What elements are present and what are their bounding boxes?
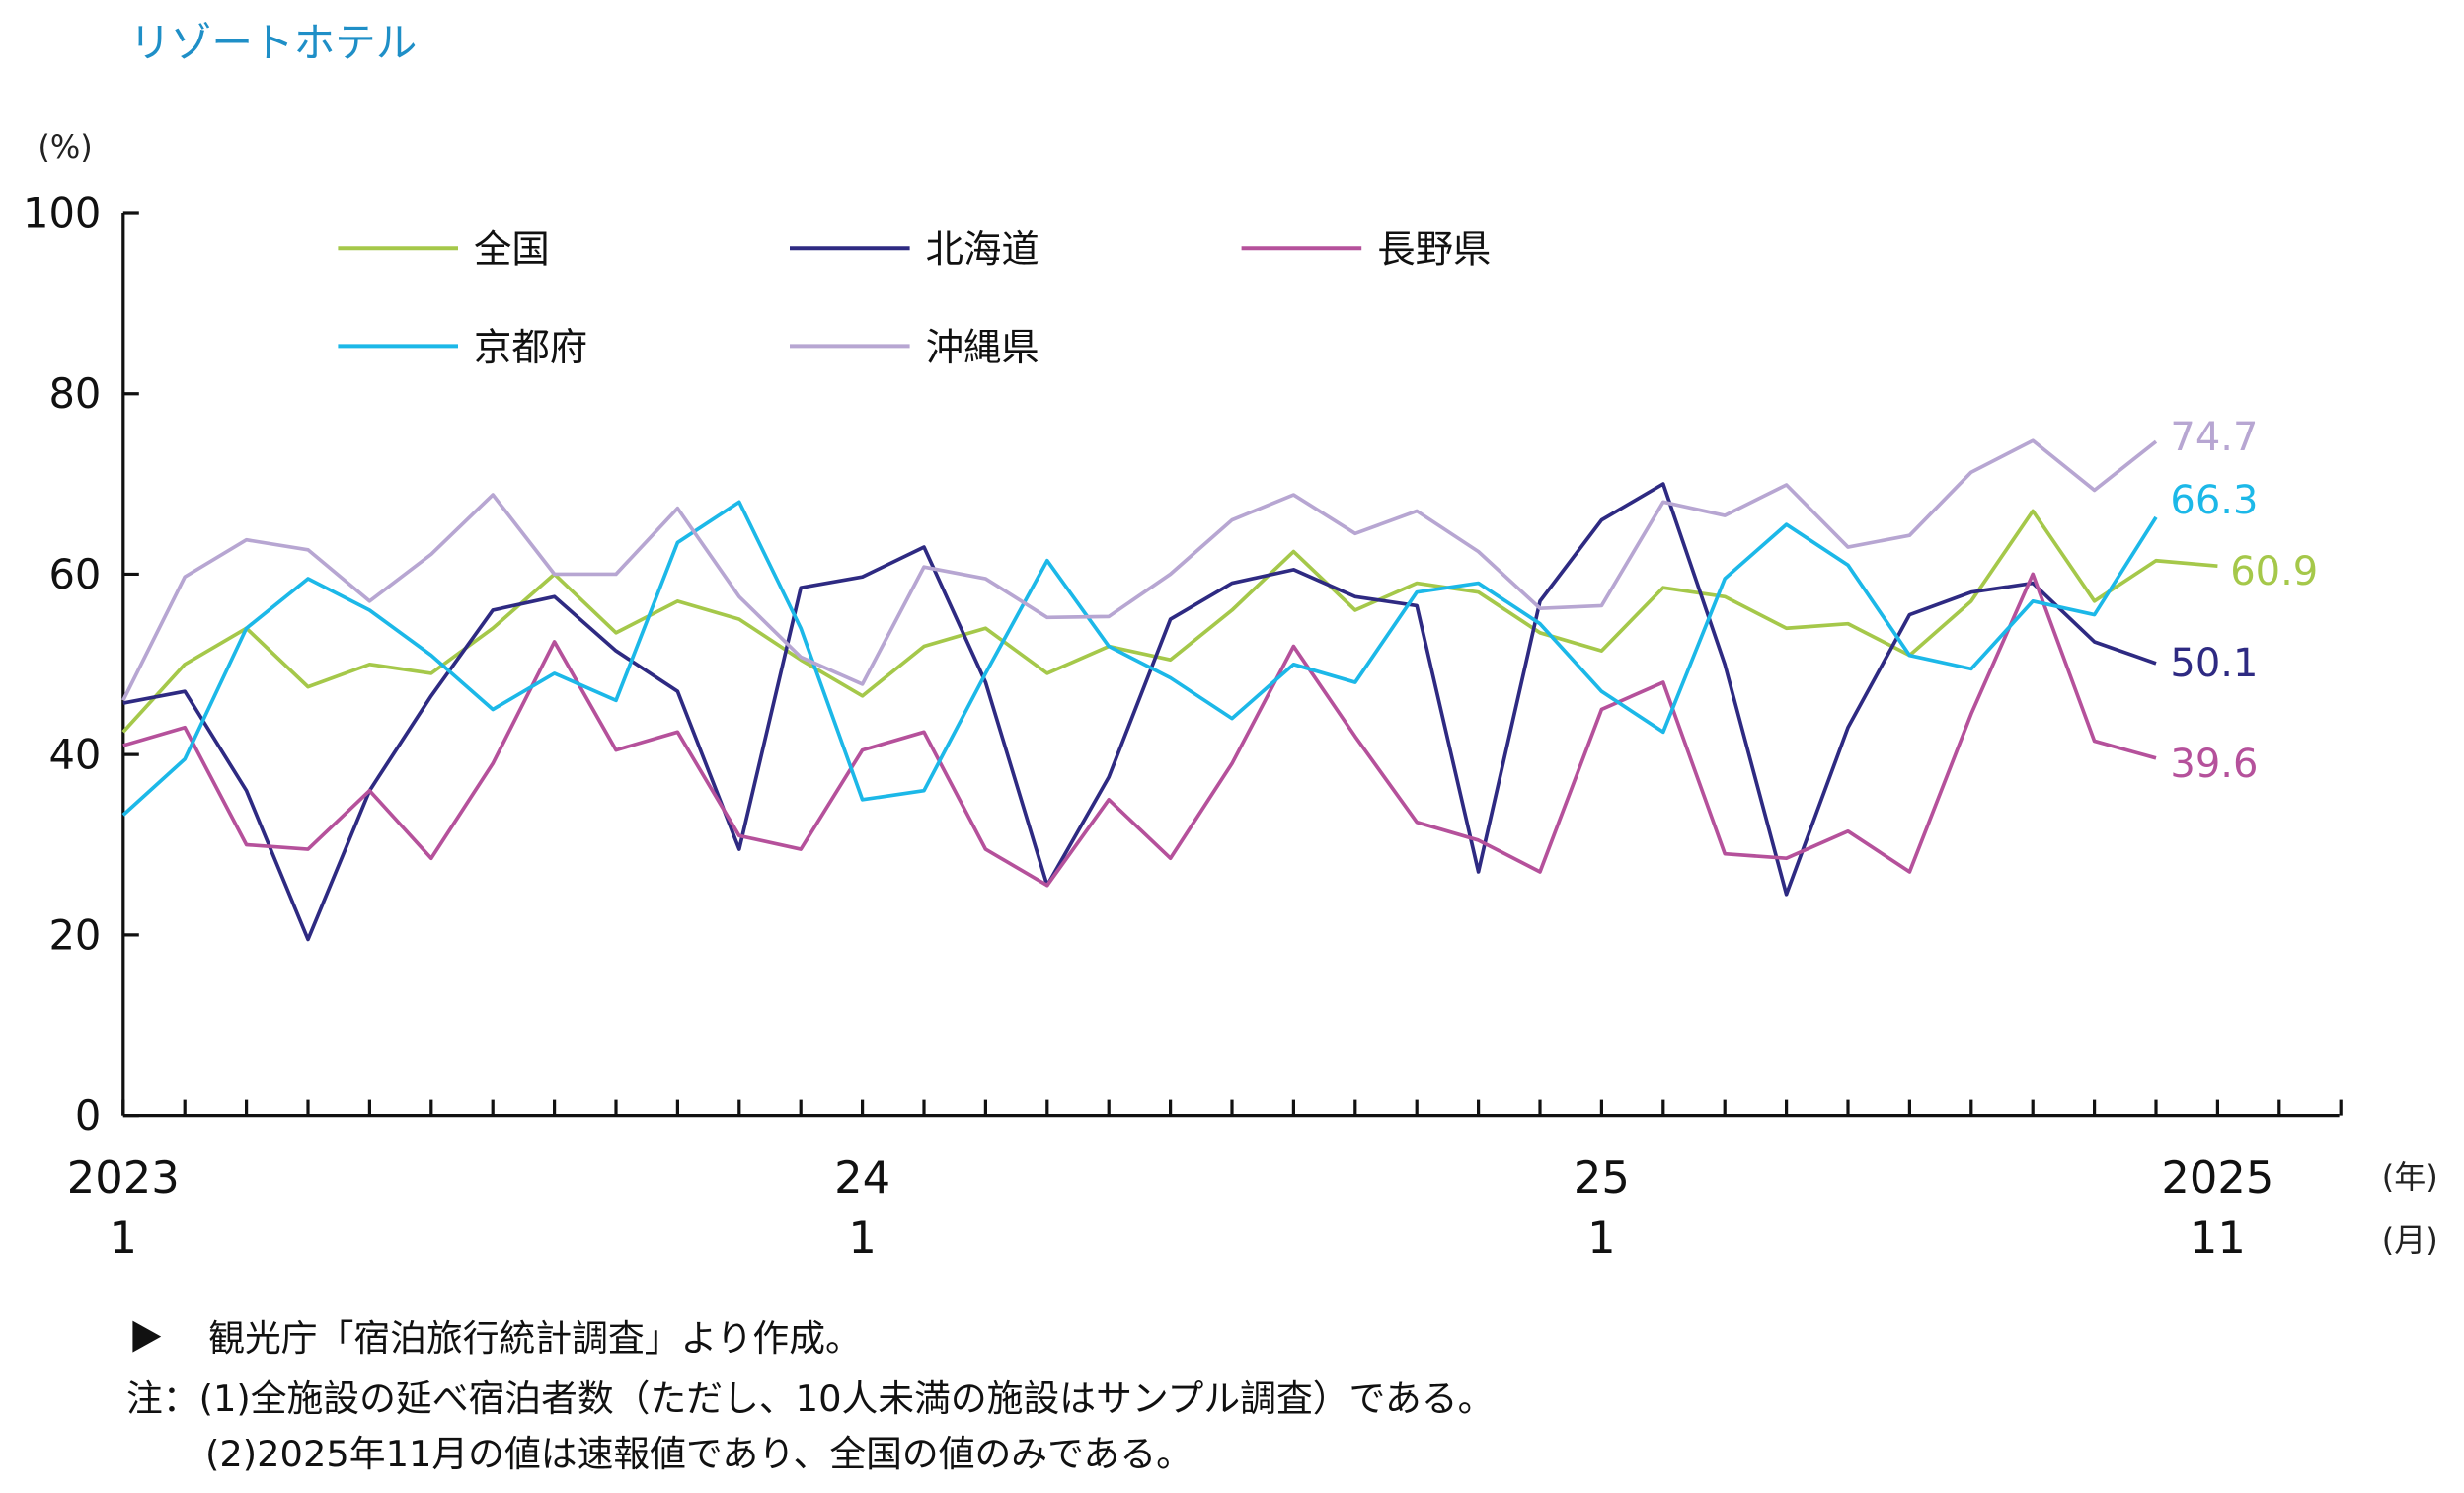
x-tick-label-month: 1 xyxy=(110,1212,138,1264)
series-line xyxy=(122,482,2157,942)
series-lines xyxy=(121,438,2218,942)
end-value-label: 60.9 xyxy=(2230,549,2318,594)
y-tick-label: 20 xyxy=(48,910,101,959)
x-tick-label-year: 24 xyxy=(834,1151,890,1204)
end-value-label: 50.1 xyxy=(2170,641,2258,686)
y-tick-label: 0 xyxy=(75,1091,101,1139)
series-line xyxy=(121,438,2158,702)
y-tick-label: 60 xyxy=(48,550,101,598)
y-tick-label: 40 xyxy=(48,731,101,779)
legend-label: 京都府 xyxy=(474,326,587,370)
end-labels: 60.9 50.1 39.6 66.3 74.7 xyxy=(2170,415,2318,787)
legend-label: 長野県 xyxy=(1377,228,1491,273)
chart-title: リゾートホテル xyxy=(129,19,417,67)
end-value-label: 39.6 xyxy=(2170,742,2258,787)
y-tick-label: 80 xyxy=(48,369,101,418)
x-tick-label-year: 25 xyxy=(1574,1151,1630,1204)
x-tick-label-month: 1 xyxy=(848,1212,877,1264)
series-line xyxy=(122,572,2157,888)
legend-label: 北海道 xyxy=(926,228,1040,273)
source-note: 観光庁「宿泊旅行統計調査」より作成。 xyxy=(208,1317,862,1360)
note-1: 注：(1)全施設の延べ宿泊者数（ただし、10人未満の施設はサンプル調査）である。 xyxy=(126,1377,1494,1420)
series-line xyxy=(121,509,2218,734)
note-2: (2)2025年11月の値は速報値であり、全国の値のみである。 xyxy=(205,1433,1193,1475)
x-tick-label-year: 2025 xyxy=(2161,1151,2273,1204)
x-tick-label-month: 1 xyxy=(1587,1212,1616,1264)
axes: 0 20 40 60 80 100 2023 1 24 1 25 1 2025 11 xyxy=(23,189,2343,1264)
series-line xyxy=(121,500,2158,817)
x-tick-label-year: 2023 xyxy=(67,1151,180,1204)
triangle-bullet-icon xyxy=(132,1320,162,1353)
legend-label: 沖縄県 xyxy=(926,326,1040,370)
end-value-label: 66.3 xyxy=(2170,478,2258,523)
end-value-label: 74.7 xyxy=(2170,415,2258,460)
legend-label: 全国 xyxy=(474,228,550,273)
x-tick-label-month: 11 xyxy=(2190,1212,2246,1264)
y-tick-label: 100 xyxy=(23,189,101,237)
y-axis-label: (%) xyxy=(38,128,92,166)
x-unit-month: (月) xyxy=(2382,1221,2438,1259)
x-unit-year: (年) xyxy=(2382,1158,2438,1196)
